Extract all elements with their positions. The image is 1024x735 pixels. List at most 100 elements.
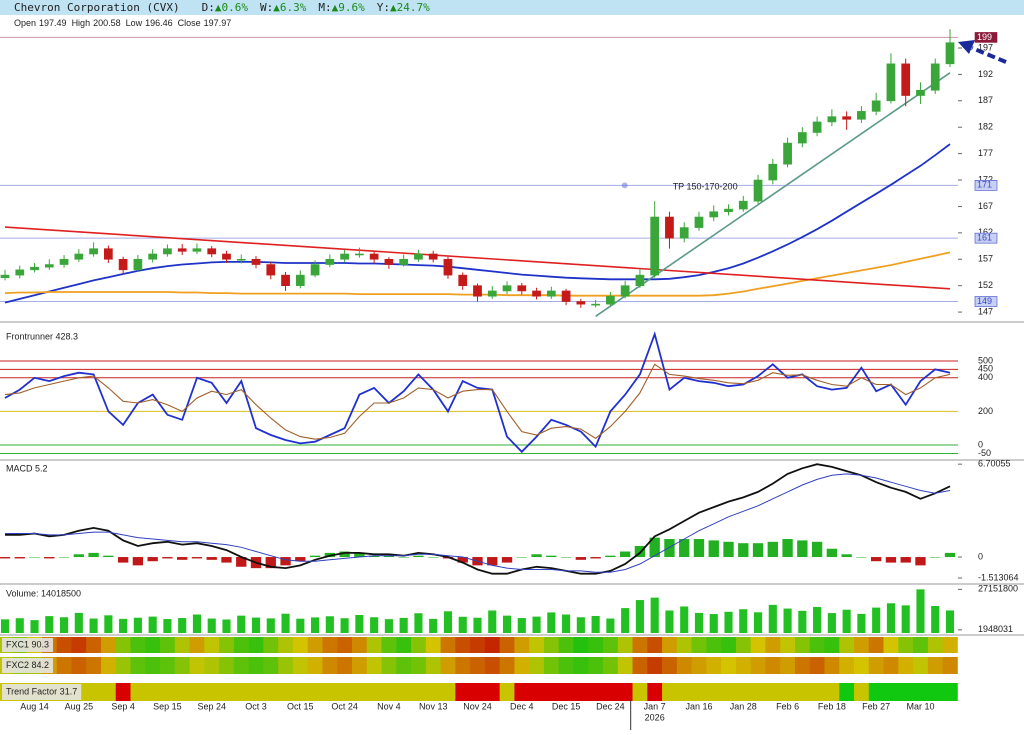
heat-cell (248, 683, 264, 701)
candle-body (546, 290, 556, 297)
heat-cell (307, 683, 323, 701)
volume-bar (621, 608, 630, 633)
macd-histogram-bar (619, 551, 631, 558)
macd-histogram-bar (679, 539, 690, 558)
macd-histogram-bar (649, 537, 660, 558)
x-tick-label: Dec 15 (552, 701, 581, 711)
heat-cell (927, 657, 944, 674)
change-value: ▲9.6% (332, 1, 365, 14)
macd-histogram-bar (738, 543, 749, 558)
heat-cell (440, 657, 456, 674)
y-tick-label: 200 (978, 406, 993, 416)
heat-cell (647, 683, 663, 701)
candle-body (399, 258, 409, 265)
heat-cell (499, 637, 515, 653)
macd-histogram-bar (29, 557, 40, 558)
heat-cell (219, 657, 235, 674)
heat-cell (130, 637, 146, 653)
candle-body (753, 179, 763, 202)
x-tick-label: Feb 18 (818, 701, 846, 711)
y-tick-label: 152 (978, 280, 993, 290)
heat-cell (721, 637, 737, 653)
candle-body (576, 301, 586, 305)
macd-histogram-bar (383, 555, 395, 558)
heat-cell (145, 683, 161, 701)
heat-cell (927, 637, 944, 653)
heat-cell (366, 657, 382, 674)
macd-line (5, 463, 951, 575)
heat-cell (691, 683, 707, 701)
heat-cell (854, 657, 870, 674)
candle-body (59, 258, 69, 265)
macd-histogram-bar (309, 555, 321, 558)
heat-cell (100, 683, 117, 701)
volume-bar (192, 614, 202, 633)
volume-bar (458, 616, 467, 633)
heat-cell (440, 683, 456, 701)
volume-bar (576, 617, 585, 633)
heat-cell (573, 637, 589, 653)
heat-cell (115, 683, 131, 701)
x-tick-label: Dec 24 (596, 701, 625, 711)
heat-cell (100, 657, 117, 674)
heat-cell (263, 637, 279, 653)
heat-cell (691, 657, 707, 674)
candle-body (369, 253, 379, 260)
candle-body (812, 121, 822, 133)
heat-cell (839, 637, 855, 653)
macd-histogram-bar (236, 557, 247, 567)
heat-cell (71, 637, 87, 653)
volume-bar (370, 617, 379, 633)
heat-cell (913, 683, 929, 701)
heat-cell (160, 657, 176, 674)
volume-bar (281, 613, 290, 633)
level-anchor (621, 182, 628, 189)
candle-body (414, 253, 423, 260)
heat-cell (440, 637, 456, 653)
volume-bar (311, 617, 320, 633)
heat-cell (56, 637, 72, 653)
heat-cell (499, 683, 515, 701)
candle-body (561, 290, 571, 302)
macd-histogram-bar (708, 540, 719, 558)
heat-cell (794, 637, 811, 653)
y-tick-label: 0 (978, 439, 983, 449)
y-tick-label: 147 (978, 306, 993, 316)
heat-cell (647, 657, 663, 674)
heat-cell (351, 637, 368, 653)
macd-histogram-bar (73, 554, 84, 558)
heat-cell (927, 683, 944, 701)
x-tick-label: Oct 15 (287, 701, 314, 711)
heat-cell (248, 657, 264, 674)
macd-histogram-bar (132, 557, 144, 566)
heat-cell (735, 637, 752, 653)
heat-cell (411, 683, 427, 701)
volume-bar (502, 615, 512, 633)
volume-bar (650, 597, 659, 633)
heat-cell (706, 637, 722, 653)
panel-title: MACD 5.2 (6, 463, 48, 473)
heat-cell (780, 683, 796, 701)
heat-cell (337, 683, 353, 701)
heat-cell (499, 657, 515, 674)
panel-title: FXC1 90.3 (6, 639, 49, 649)
heat-cell (942, 657, 958, 674)
heat-cell (189, 657, 205, 674)
volume-bar (296, 618, 305, 633)
candle-body (532, 290, 541, 297)
heat-cell (307, 657, 323, 674)
volume-bar (325, 616, 334, 633)
heat-cell (366, 637, 382, 653)
heat-cell (396, 683, 412, 701)
x-tick-label: Feb 6 (776, 701, 799, 711)
heat-cell (455, 683, 471, 701)
macd-histogram-bar (44, 557, 55, 559)
volume-bar (724, 611, 733, 633)
x-tick-label: Dec 4 (510, 701, 534, 711)
candle-body (340, 253, 349, 260)
macd-histogram-bar (295, 557, 306, 562)
y-tick-label: 162 (978, 227, 993, 237)
volume-bar (163, 619, 172, 633)
indicator-line (4, 331, 951, 454)
volume-bar (562, 614, 571, 633)
